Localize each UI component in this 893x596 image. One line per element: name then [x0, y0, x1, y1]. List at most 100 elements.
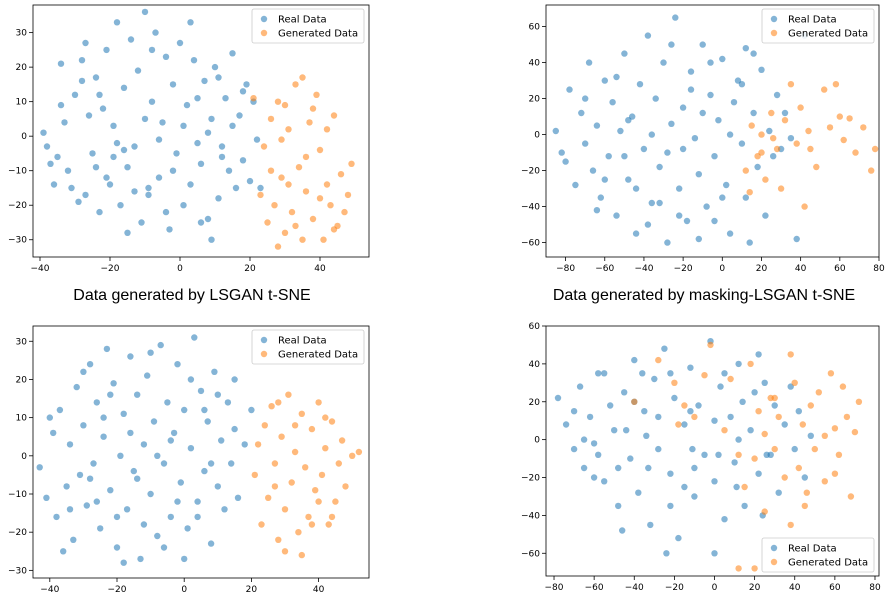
generated-data-point: [302, 464, 309, 471]
real-data-point: [113, 19, 121, 26]
generated-data-point: [727, 375, 734, 383]
real-data-point: [586, 413, 594, 421]
generated-data-point: [315, 498, 322, 505]
y-tick-label: −20: [521, 167, 540, 177]
real-data-point: [711, 153, 718, 160]
real-data-point: [683, 217, 691, 225]
real-data-point: [50, 181, 58, 188]
generated-data-point: [681, 402, 688, 409]
scatter-plot-3: −40 −20 0 20 40 −30 −20 −10 0 10 20 30 Real Data Gene…: [8, 325, 370, 595]
x-tick-label: −40: [634, 264, 653, 274]
real-data-point: [218, 143, 226, 150]
series-real: [36, 334, 255, 566]
real-data-point: [187, 445, 195, 452]
real-data-point: [64, 167, 72, 174]
x-tick-label: −40: [40, 585, 59, 595]
real-data-point: [615, 464, 622, 472]
generated-data-point: [807, 145, 814, 153]
generated-data-point: [251, 471, 258, 479]
y-tick-label: −60: [521, 549, 540, 559]
y-tick-label: 20: [529, 95, 541, 105]
real-data-point: [791, 445, 798, 453]
series-real: [40, 8, 264, 243]
generated-data-point: [315, 399, 322, 406]
real-data-point: [231, 376, 238, 383]
real-data-point: [787, 383, 794, 390]
generated-data-point: [271, 460, 279, 467]
generated-data-point: [281, 229, 289, 236]
real-data-point: [733, 483, 740, 491]
real-data-point: [257, 184, 264, 192]
real-data-point: [552, 127, 559, 135]
real-data-point: [80, 422, 87, 429]
real-data-point: [667, 502, 674, 510]
x-tick-label: −20: [674, 264, 693, 274]
real-data-point: [562, 158, 569, 165]
legend-label: Generated Data: [788, 29, 868, 40]
real-data-point: [656, 199, 663, 207]
real-data-point: [632, 185, 640, 192]
real-data-point: [232, 184, 240, 192]
generated-data-point: [281, 101, 289, 109]
real-data-point: [229, 122, 236, 129]
generated-data-point: [288, 208, 296, 216]
real-data-point: [130, 467, 137, 475]
generated-data-point: [288, 479, 295, 486]
real-data-point: [110, 153, 117, 161]
generated-data-point: [821, 478, 828, 485]
real-data-point: [750, 109, 757, 117]
real-data-point: [695, 171, 702, 178]
generated-data-point: [316, 195, 324, 202]
real-data-point: [675, 534, 682, 542]
generated-data-point: [309, 215, 317, 223]
x-tick-label: −40: [31, 264, 50, 274]
generated-data-point: [832, 81, 840, 88]
legend-label: Generated Data: [788, 558, 868, 569]
real-data-point: [68, 184, 75, 192]
generated-data-point: [851, 428, 859, 436]
real-data-point: [221, 506, 228, 513]
generated-data-point: [852, 149, 859, 156]
generated-data-point: [313, 91, 320, 99]
real-data-point: [239, 157, 247, 164]
generated-data-point: [839, 383, 847, 390]
real-data-point: [36, 464, 43, 471]
generated-data-point: [843, 413, 851, 421]
real-data-point: [140, 521, 148, 528]
real-data-point: [695, 235, 702, 243]
generated-data-point: [274, 243, 282, 250]
real-data-point: [746, 239, 753, 246]
real-data-point: [47, 160, 54, 167]
y-tick-label: 0: [534, 131, 540, 141]
real-data-point: [742, 194, 749, 201]
real-data-point: [751, 389, 758, 396]
real-data-point: [113, 513, 121, 521]
real-data-point: [651, 375, 658, 383]
real-data-point: [647, 521, 654, 529]
real-data-point: [715, 451, 722, 458]
real-data-point: [113, 544, 121, 551]
real-data-point: [687, 68, 695, 75]
real-data-point: [89, 150, 96, 157]
generated-data-point: [299, 236, 306, 243]
real-data-point: [164, 399, 171, 406]
real-data-point: [60, 548, 67, 555]
real-data-point: [169, 81, 177, 88]
real-data-point: [148, 98, 156, 105]
real-data-point: [57, 101, 65, 109]
generated-data-point: [770, 135, 777, 142]
real-data-point: [801, 474, 808, 481]
generated-data-point: [797, 104, 804, 111]
real-data-point: [679, 145, 687, 153]
real-data-point: [687, 364, 694, 371]
y-tick-label: 20: [16, 375, 28, 385]
real-data-point: [120, 410, 127, 417]
generated-data-point: [308, 425, 316, 433]
legend-label: Real Data: [788, 15, 837, 26]
real-data-point: [160, 460, 168, 467]
generated-data-point: [691, 413, 698, 421]
real-data-point: [155, 136, 163, 143]
generated-data-point: [707, 341, 714, 349]
real-data-point: [663, 550, 670, 557]
real-data-point: [679, 104, 687, 111]
